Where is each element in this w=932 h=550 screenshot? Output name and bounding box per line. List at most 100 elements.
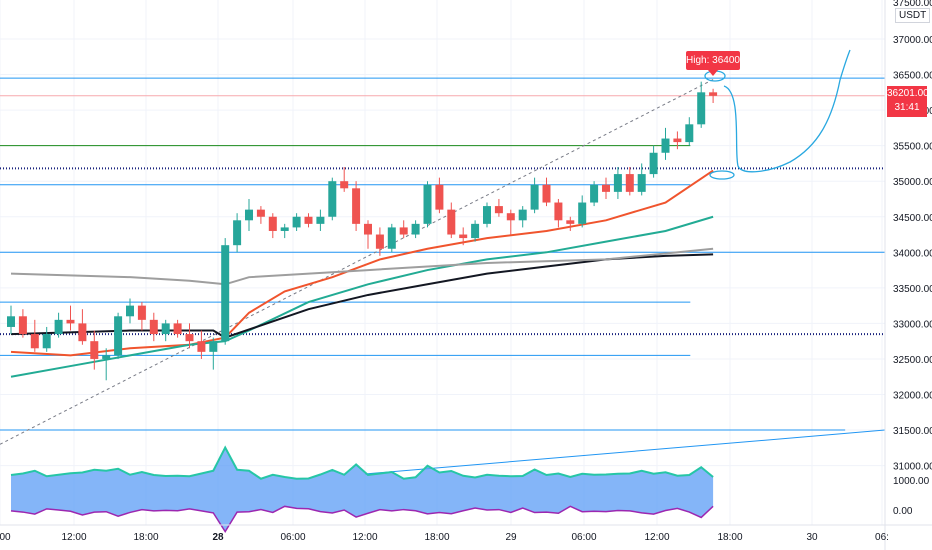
time-tick: 12:00 [352,532,377,543]
candle-body [292,216,301,228]
horizontal-levels [0,77,886,475]
price-tick: 32000.00 [893,391,932,402]
price-tick: 34000.00 [893,248,932,259]
candle-body [411,223,420,235]
candle-body [673,138,682,143]
candle-body [149,319,158,335]
candle-body [114,316,123,356]
candle-body [518,209,527,221]
price-axis[interactable]: 37000.0036500.0036000.0035500.0035000.00… [884,0,932,550]
candle-body [494,206,503,214]
time-tick: 18:00 [133,532,158,543]
time-axis[interactable]: 00 12:00 18:00 28 06:00 12:00 18:00 29 06:00 12:0… [0,524,932,543]
candle-body [435,184,444,210]
candle-body [578,202,587,224]
candle-body [256,209,265,217]
candle-body [542,184,551,203]
candlesticks [7,81,718,381]
grid [0,0,885,525]
current-price: 36201.00 [887,88,929,99]
candle-body [90,341,99,359]
price-tick: 33500.00 [893,284,932,295]
bar-countdown: 31:41 [894,102,920,113]
candle-body [613,174,622,192]
oscillator-band [11,447,714,532]
candle-body [352,188,361,224]
time-tick: 00 [0,532,11,543]
time-tick: 06: [875,532,889,543]
candle-body [709,92,718,96]
price-tick: 34500.00 [893,213,932,224]
oscillator-lower-line [10,505,714,534]
price-tick: 33000.00 [893,319,932,330]
candle-body [209,341,218,352]
candle-body [42,334,51,349]
high-label: High: 36400 [686,51,740,76]
currency-label[interactable]: USDT [895,8,931,23]
candle-body [661,138,670,153]
candle-body [66,319,75,324]
candle-body [399,227,408,235]
candle-body [423,184,432,224]
candle-body [221,245,230,342]
candle-body [268,216,277,231]
candle-body [233,220,242,246]
projection-path [723,49,851,173]
time-tick: 06:00 [280,532,305,543]
candle-body [387,227,396,249]
price-tick: 35000.00 [893,177,932,188]
time-tick: 29 [505,532,517,543]
candle-body [459,234,468,239]
candle-body [566,220,575,224]
price-tick: 37000.00 [893,35,932,46]
price-tick: 36500.00 [893,71,932,82]
candle-body [137,305,146,320]
candle-body [280,227,289,231]
candle-body [554,202,563,221]
candle-body [126,305,134,317]
time-tick: 12:00 [644,532,669,543]
price-tick: 32500.00 [893,355,932,366]
target-ellipse [709,170,735,180]
trendline [364,429,886,475]
price-tick: 31000.00 [893,462,932,473]
time-tick: 12:00 [61,532,86,543]
candle-body [54,319,63,335]
candle-body [685,124,694,143]
candle-body [364,223,372,235]
oscillator-upper-line [10,445,714,480]
price-tick: 37500.00 [893,0,932,9]
current-price-badge: 36201.00 31:41 [887,86,929,117]
candle-body [18,316,27,335]
candle-body [161,323,170,335]
dashed-trendline [0,79,714,445]
candle-body [197,341,206,352]
candle-body [316,216,325,224]
candle-body [602,184,610,192]
price-tick: 35500.00 [893,142,932,153]
candle-body [483,206,491,224]
candle-body [30,334,39,349]
oscillator-pane [10,445,714,534]
candle-body [78,323,87,342]
candle-body [245,209,253,221]
candle-body [375,234,384,249]
candle-body [697,92,706,125]
candle-body [625,174,634,192]
price-tick: 31500.00 [893,426,932,437]
candle-body [649,152,658,175]
time-tick: 06:00 [571,532,596,543]
candle-body [102,355,111,359]
time-tick: 18:00 [424,532,449,543]
candle-body [304,216,313,224]
candle-body [590,184,599,203]
candle-body [185,334,194,342]
ma-gray-line [10,247,714,286]
candle-body [328,181,337,217]
candle-body [340,181,349,189]
candle-body [447,209,456,235]
time-tick: 28 [212,532,224,543]
candle-body [506,213,515,221]
oscillator-tick: 1000.00 [893,476,930,487]
